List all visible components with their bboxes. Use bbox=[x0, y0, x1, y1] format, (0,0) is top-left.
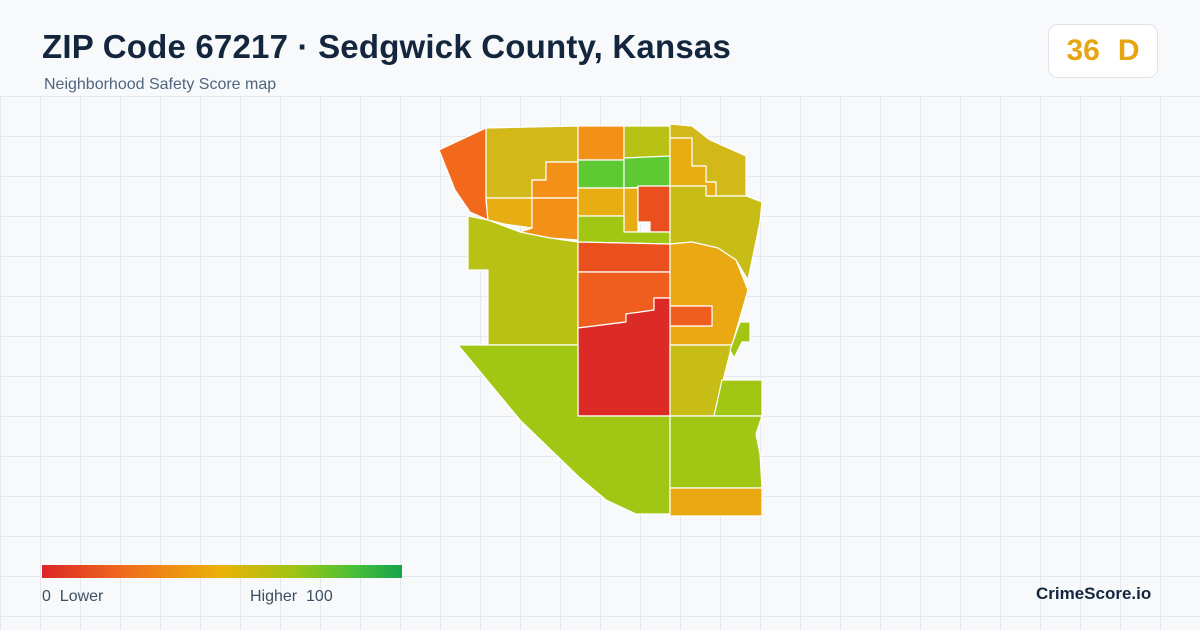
map-region[interactable] bbox=[669, 487, 763, 517]
legend-min-label: Lower bbox=[59, 588, 104, 605]
map-region[interactable] bbox=[485, 197, 533, 229]
map-region[interactable] bbox=[623, 125, 671, 159]
map-region[interactable] bbox=[623, 187, 639, 233]
map-region[interactable] bbox=[713, 379, 763, 417]
map-region[interactable] bbox=[577, 241, 671, 273]
legend-low-label: 0 Lower bbox=[42, 588, 103, 606]
map-region[interactable] bbox=[577, 159, 625, 189]
legend-min-value: 0 bbox=[42, 588, 51, 605]
score-grade: D bbox=[1117, 34, 1140, 67]
page-title: ZIP Code 67217 · Sedgwick County, Kansas bbox=[42, 28, 731, 65]
map-region[interactable] bbox=[623, 155, 671, 189]
legend-color-scale bbox=[42, 565, 402, 578]
header: ZIP Code 67217 · Sedgwick County, Kansas… bbox=[0, 0, 1200, 96]
map-region[interactable] bbox=[457, 344, 671, 515]
legend-high-label: Higher 100 bbox=[250, 588, 333, 606]
legend-max-value: 100 bbox=[306, 588, 333, 605]
page-subtitle: Neighborhood Safety Score map bbox=[44, 76, 277, 93]
map-region[interactable] bbox=[729, 321, 751, 359]
brand-logo-text[interactable]: CrimeScore.io bbox=[1036, 584, 1152, 603]
legend-max-label: Higher bbox=[250, 588, 298, 605]
map-region[interactable] bbox=[577, 187, 625, 217]
map-region[interactable] bbox=[577, 125, 625, 161]
map-region[interactable] bbox=[669, 305, 713, 327]
map-region[interactable] bbox=[438, 127, 489, 221]
safety-score-badge: 36 D bbox=[1048, 24, 1158, 78]
score-value: 36 bbox=[1066, 34, 1100, 67]
map-region[interactable] bbox=[637, 185, 671, 233]
map-region[interactable] bbox=[669, 415, 763, 489]
